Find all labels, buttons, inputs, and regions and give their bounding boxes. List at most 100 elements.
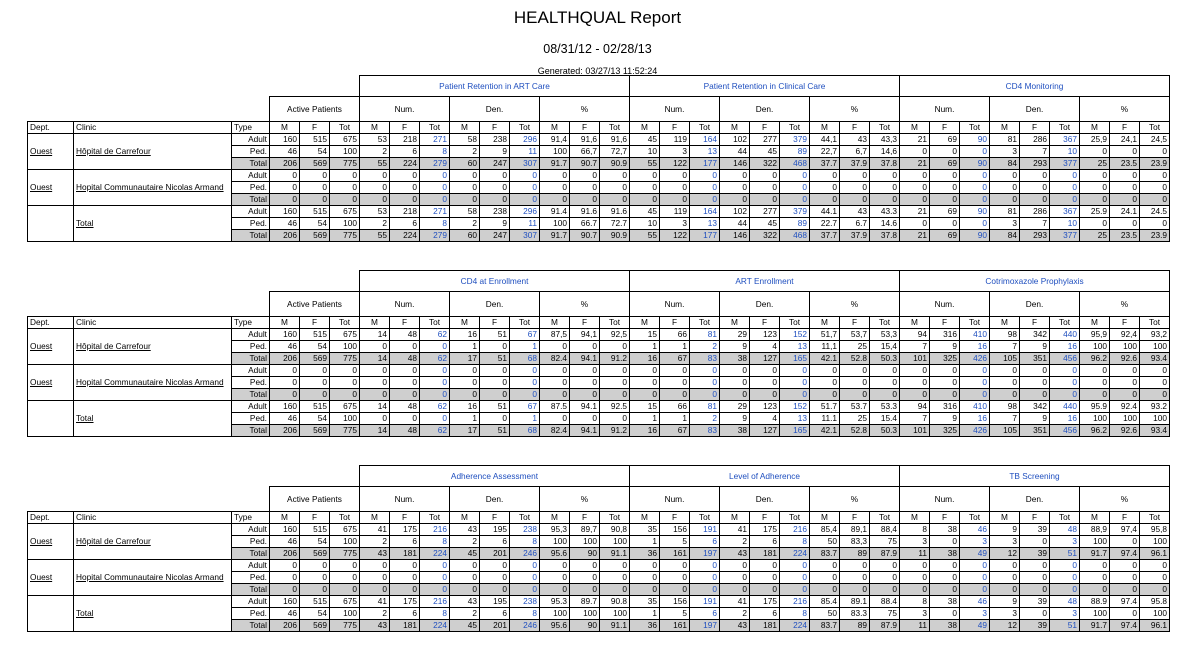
value-cell: 83.3 — [839, 607, 870, 620]
active-spacer — [270, 271, 360, 292]
clinic-cell: Total — [73, 400, 232, 437]
value-cell: 0 — [509, 583, 540, 596]
clinic-link[interactable]: Hopital Communautaire Nicolas Armand — [76, 572, 224, 582]
clinic-link[interactable]: Hôpital de Carrefour — [76, 146, 151, 156]
value-cell: 43 — [359, 547, 390, 560]
value-cell: 2 — [689, 340, 720, 353]
dept-link[interactable]: Ouest — [30, 536, 53, 546]
value-cell: 277 — [749, 133, 780, 146]
value-cell: 775 — [329, 352, 360, 365]
value-cell: 41 — [359, 595, 390, 608]
value-cell: 675 — [329, 133, 360, 146]
type-cell: Adult — [231, 205, 270, 218]
value-cell: 0 — [629, 364, 660, 377]
value-cell: 0 — [389, 571, 420, 584]
female-header: F — [839, 121, 870, 134]
value-cell: 11.1 — [809, 412, 840, 425]
value-cell: 85,4 — [809, 523, 840, 536]
value-cell: 0 — [929, 376, 960, 389]
value-cell: 0 — [659, 583, 690, 596]
value-cell: 0 — [479, 340, 510, 353]
value-cell: 0 — [989, 583, 1020, 596]
value-cell: 54 — [299, 607, 330, 620]
total-header: Tot — [869, 316, 900, 329]
value-cell: 0 — [809, 571, 840, 584]
value-cell: 46 — [269, 340, 300, 353]
clinic-link[interactable]: Hopital Communautaire Nicolas Armand — [76, 377, 224, 387]
dept-cell: Ouest — [27, 328, 74, 365]
male-header: M — [539, 121, 570, 134]
value-cell: 0 — [1049, 364, 1080, 377]
value-cell: 41 — [719, 595, 750, 608]
value-cell: 35 — [629, 523, 660, 536]
value-cell: 91.4 — [539, 205, 570, 218]
value-cell: 0 — [569, 376, 600, 389]
clinic-link[interactable]: Total — [76, 608, 94, 618]
value-cell: 160 — [269, 523, 300, 536]
value-cell: 95.3 — [539, 595, 570, 608]
dept-link[interactable]: Ouest — [30, 572, 53, 582]
value-cell: 0 — [929, 559, 960, 572]
value-cell: 0 — [1139, 388, 1170, 401]
value-cell: 0 — [989, 169, 1020, 182]
value-cell: 1 — [449, 412, 480, 425]
value-cell: 0 — [869, 376, 900, 389]
value-cell: 0 — [899, 559, 930, 572]
value-cell: 0 — [419, 193, 450, 206]
value-cell: 101 — [899, 424, 930, 437]
value-cell: 0 — [989, 388, 1020, 401]
clinic-link[interactable]: Total — [76, 218, 94, 228]
dept-link[interactable]: Ouest — [30, 377, 53, 387]
value-cell: 91.7 — [539, 157, 570, 170]
value-cell: 45 — [629, 133, 660, 146]
value-cell: 0 — [809, 364, 840, 377]
value-cell: 12 — [989, 619, 1020, 632]
male-header: M — [359, 121, 390, 134]
dept-link[interactable]: Ouest — [30, 182, 53, 192]
type-header: Type — [231, 511, 270, 524]
dept-link[interactable]: Ouest — [30, 341, 53, 351]
value-cell: 67 — [659, 424, 690, 437]
clinic-header: Clinic — [73, 316, 232, 329]
value-cell: 89,7 — [569, 523, 600, 536]
value-cell: 0 — [839, 583, 870, 596]
clinic-link[interactable]: Hôpital de Carrefour — [76, 341, 151, 351]
value-cell: 6 — [389, 535, 420, 548]
value-cell: 0 — [269, 364, 300, 377]
value-cell: 97,4 — [1109, 523, 1140, 536]
value-cell: 90.9 — [599, 229, 630, 242]
total-header: Tot — [779, 121, 810, 134]
total-header: Tot — [1139, 511, 1170, 524]
dept-header: Dept. — [27, 511, 74, 524]
value-cell: 0 — [359, 571, 390, 584]
value-cell: 0 — [629, 169, 660, 182]
group-header-row: Active Patients Num. Den.% Num. Den.% Num. Den… — [28, 96, 1170, 122]
value-cell: 0 — [749, 571, 780, 584]
group-header-row: Active Patients Num. Den.% Num. Den.% Num. Den… — [28, 291, 1170, 317]
value-cell: 49 — [959, 619, 990, 632]
value-cell: 100 — [539, 535, 570, 548]
clinic-link[interactable]: Hopital Communautaire Nicolas Armand — [76, 182, 224, 192]
denominator-header: Den. — [449, 291, 540, 317]
value-cell: 0 — [749, 364, 780, 377]
value-cell: 92,5 — [599, 328, 630, 341]
table-row: Ouest Hopital Communautaire Nicolas Arman… — [27, 169, 1170, 206]
value-cell: 0 — [869, 583, 900, 596]
value-cell: 515 — [299, 523, 330, 536]
value-cell: 44,1 — [809, 133, 840, 146]
value-cell: 0 — [899, 217, 930, 230]
value-cell: 0 — [449, 388, 480, 401]
value-cell: 43 — [449, 523, 480, 536]
clinic-link[interactable]: Hôpital de Carrefour — [76, 536, 151, 546]
value-cell: 16 — [449, 328, 480, 341]
clinic-link[interactable]: Total — [76, 413, 94, 423]
value-cell: 42.1 — [809, 352, 840, 365]
dept-link[interactable]: Ouest — [30, 146, 53, 156]
value-cell: 7 — [989, 412, 1020, 425]
value-cell: 0 — [599, 583, 630, 596]
value-cell: 58 — [449, 133, 480, 146]
value-cell: 8 — [899, 523, 930, 536]
value-cell: 152 — [779, 400, 810, 413]
value-cell: 0 — [1049, 571, 1080, 584]
value-cell: 0 — [929, 145, 960, 158]
